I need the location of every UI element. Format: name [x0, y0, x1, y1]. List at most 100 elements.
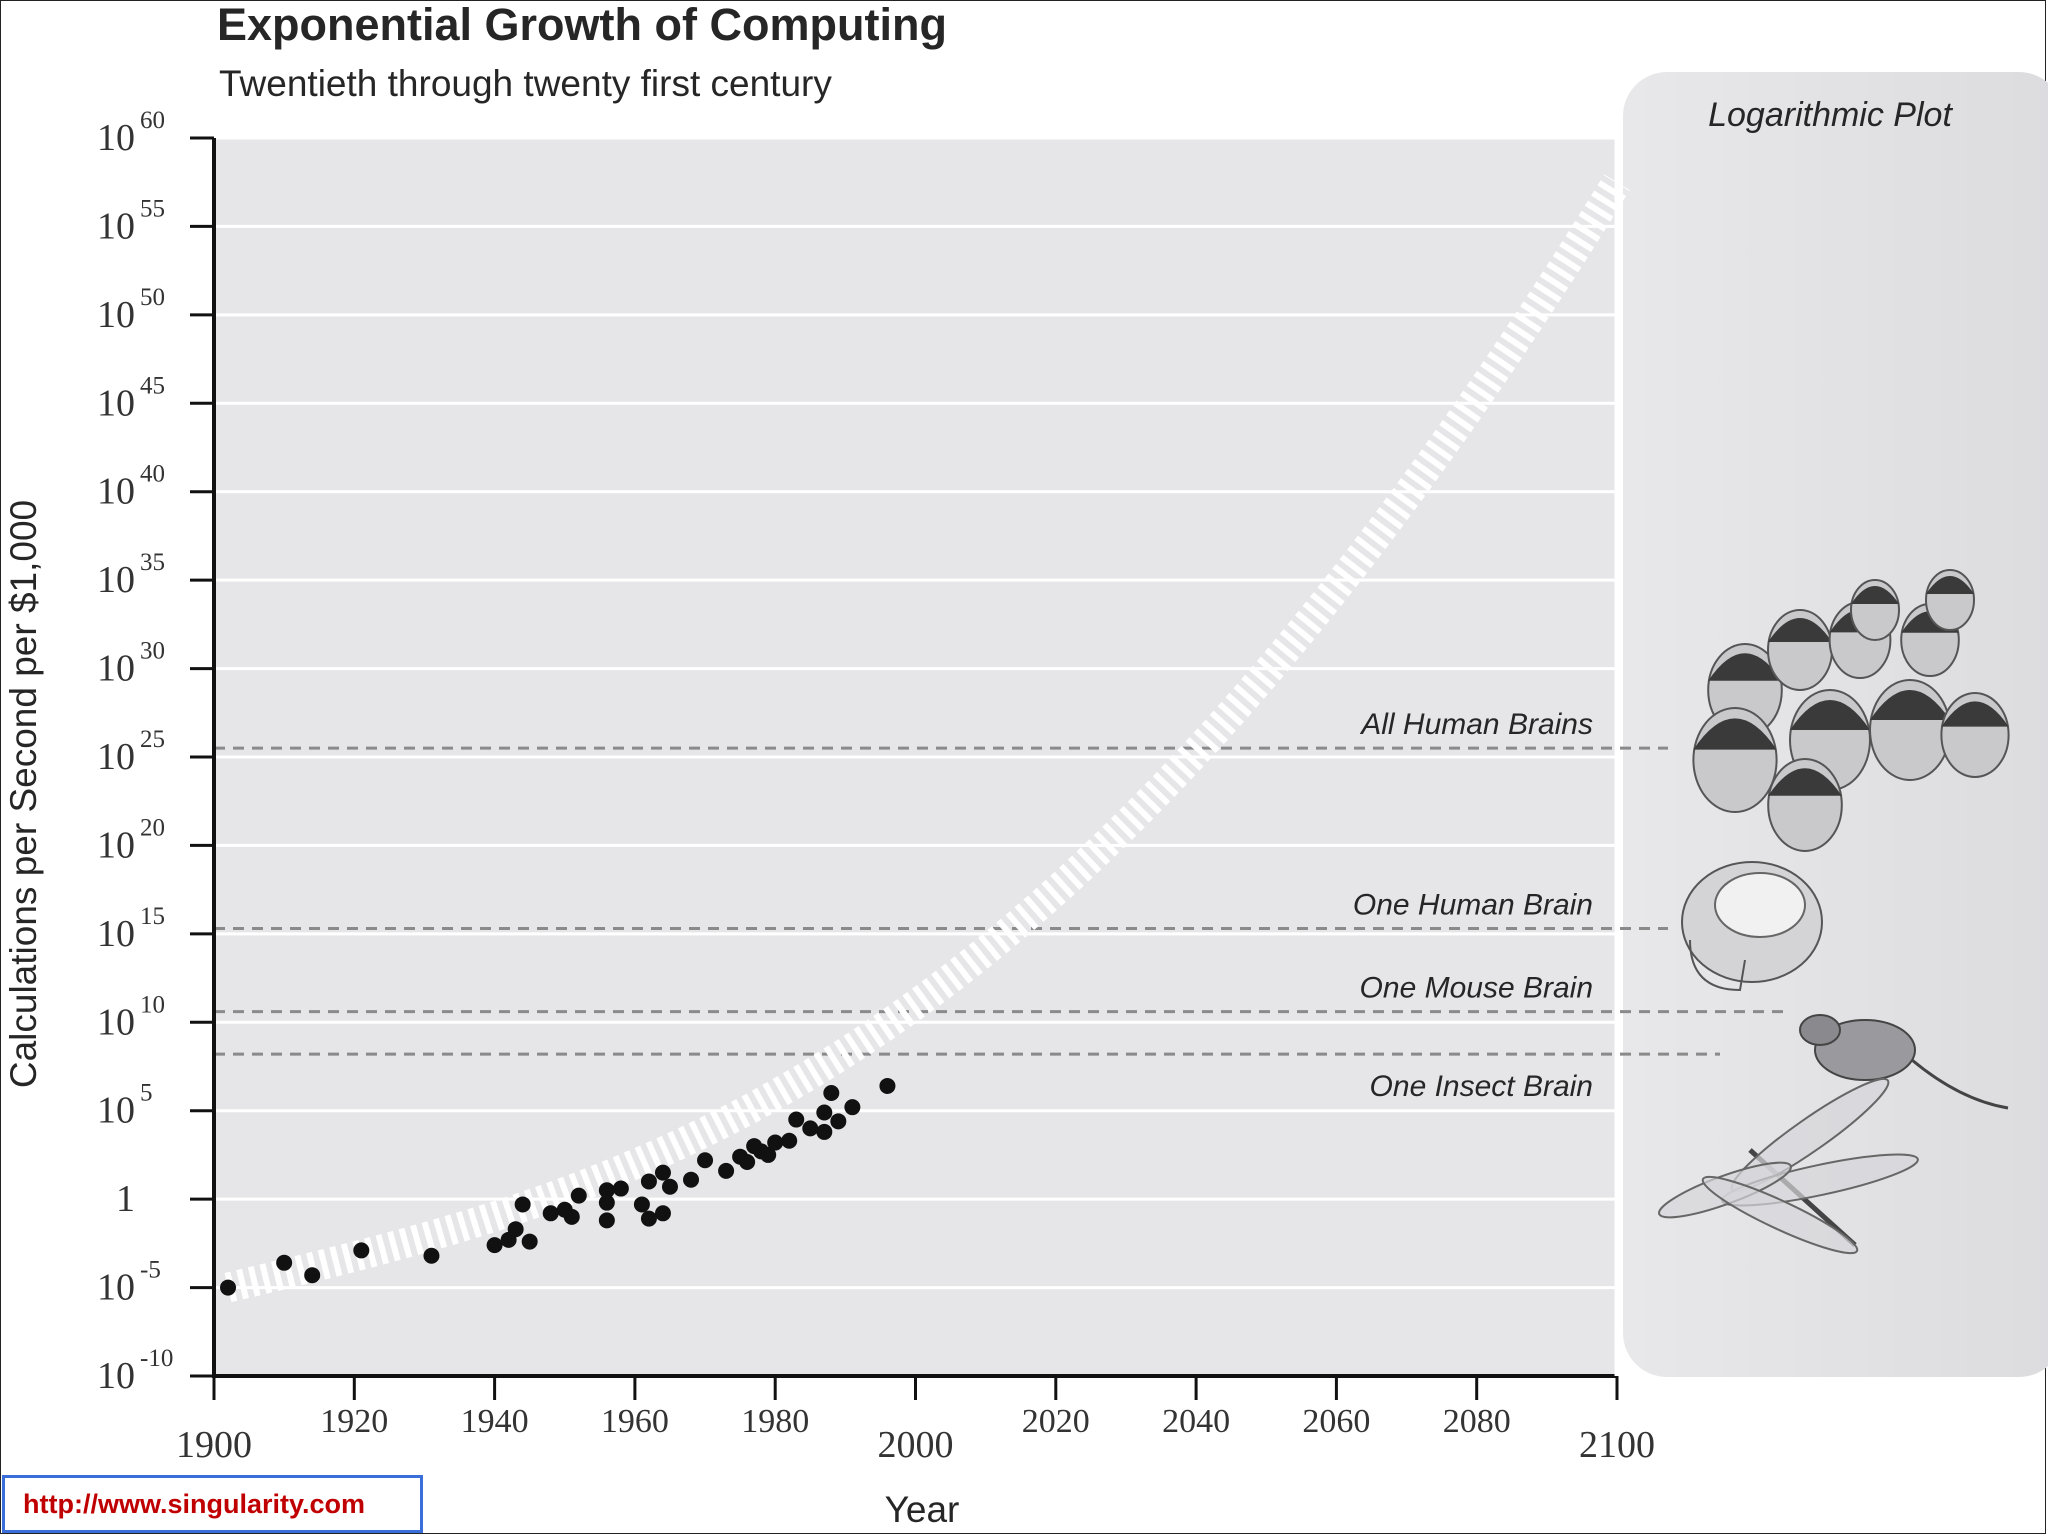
data-point	[830, 1113, 847, 1130]
reference-line-label: All Human Brains	[1359, 708, 1593, 741]
data-point	[514, 1196, 531, 1213]
y-tick-label: 10	[97, 382, 135, 424]
y-tick-label: 10	[97, 913, 135, 955]
hair-icon	[1790, 700, 1870, 730]
y-tick-label-exponent: 10	[140, 991, 165, 1018]
data-point	[718, 1162, 735, 1179]
data-point	[654, 1205, 671, 1222]
data-point	[640, 1210, 657, 1227]
data-point	[816, 1104, 833, 1121]
data-point	[879, 1077, 896, 1094]
data-point	[598, 1212, 615, 1229]
y-tick-label: 10	[97, 471, 135, 513]
y-tick-label-exponent: 50	[140, 284, 165, 311]
data-point	[739, 1154, 756, 1171]
y-tick-label-exponent: 30	[140, 638, 165, 665]
y-tick-label-exponent: 15	[140, 903, 165, 930]
y-tick-label: 1	[116, 1178, 135, 1220]
y-tick-label: 10	[97, 117, 135, 159]
brain-icon	[1714, 872, 1806, 938]
data-point	[633, 1196, 650, 1213]
y-tick-label: 10	[97, 736, 135, 778]
mouse-head	[1799, 1014, 1841, 1046]
hair-icon	[1693, 718, 1777, 750]
data-point	[304, 1267, 321, 1284]
y-tick-label: 10	[97, 1090, 135, 1132]
data-point	[612, 1180, 629, 1197]
data-point	[542, 1205, 559, 1222]
y-tick-label: 10	[97, 294, 135, 336]
y-tick-label-exponent: 45	[140, 372, 165, 399]
inset-label: Logarithmic Plot	[1708, 96, 1953, 134]
trend-band	[224, 174, 1630, 1303]
x-tick-label: 2020	[1022, 1403, 1090, 1440]
data-point	[767, 1134, 784, 1151]
x-tick-label: 1960	[601, 1403, 669, 1440]
y-tick-label: 10	[97, 648, 135, 690]
y-tick-label-exponent: 60	[140, 107, 165, 134]
x-tick-label: 2080	[1443, 1403, 1511, 1440]
y-tick-label-exponent: 35	[140, 549, 165, 576]
x-axis-label: Year	[885, 1489, 960, 1530]
hair-icon	[1870, 690, 1950, 720]
chart-title: Exponential Growth of Computing	[217, 0, 947, 50]
y-tick-label: 10	[97, 1001, 135, 1043]
data-point	[788, 1111, 805, 1128]
y-tick-label: 10	[97, 559, 135, 601]
data-point	[423, 1247, 440, 1264]
data-point	[640, 1173, 657, 1190]
hair-icon	[1926, 576, 1974, 594]
data-point	[276, 1254, 293, 1271]
brain-head-outline	[1689, 939, 1746, 992]
hair-icon	[1708, 653, 1782, 681]
hair-icon	[1851, 586, 1899, 604]
source-link[interactable]: http://www.singularity.com	[2, 1475, 423, 1533]
data-point	[816, 1123, 833, 1140]
data-point	[654, 1164, 671, 1181]
data-point	[844, 1099, 861, 1116]
data-point	[823, 1085, 840, 1102]
data-point	[486, 1237, 503, 1254]
data-point	[598, 1182, 615, 1199]
data-point	[507, 1221, 524, 1238]
hair-icon	[1768, 618, 1832, 642]
data-point	[697, 1152, 714, 1169]
y-tick-label-exponent: 40	[140, 461, 165, 488]
source-link-text[interactable]: http://www.singularity.com	[23, 1488, 366, 1519]
y-tick-label: 10	[97, 205, 135, 247]
x-tick-label: 1940	[461, 1403, 529, 1440]
reference-line-label: One Mouse Brain	[1360, 972, 1593, 1005]
x-tick-label: 1900	[176, 1424, 252, 1466]
x-tick-label: 2100	[1579, 1424, 1655, 1466]
x-tick-label: 2000	[878, 1424, 954, 1466]
mouse-tail	[1911, 1058, 2009, 1110]
y-tick-label-exponent: -10	[140, 1345, 173, 1372]
y-tick-label: 10	[97, 1355, 135, 1397]
data-point	[661, 1178, 678, 1195]
y-tick-label: 10	[97, 1267, 135, 1309]
reference-line-label: One Human Brain	[1353, 889, 1593, 922]
dragonfly-wing	[1701, 1175, 1859, 1255]
x-tick-label: 2060	[1302, 1403, 1370, 1440]
y-tick-label: 10	[97, 824, 135, 866]
y-tick-label-exponent: 20	[140, 814, 165, 841]
y-tick-label-exponent: 5	[140, 1080, 153, 1107]
data-point	[563, 1208, 580, 1225]
y-tick-label-exponent: 25	[140, 726, 165, 753]
x-tick-label: 1920	[320, 1403, 388, 1440]
y-tick-label-exponent: 55	[140, 195, 165, 222]
data-point	[570, 1187, 587, 1204]
hair-icon	[1941, 701, 2009, 727]
chart-subtitle: Twentieth through twenty first century	[219, 63, 832, 104]
x-tick-label: 2040	[1162, 1403, 1230, 1440]
hair-icon	[1768, 768, 1842, 796]
x-tick-label: 1980	[741, 1403, 809, 1440]
data-point	[760, 1146, 777, 1163]
data-point	[353, 1242, 370, 1259]
data-point	[598, 1194, 615, 1211]
y-axis-label: Calculations per Second per $1,000	[3, 500, 44, 1088]
y-tick-label-exponent: -5	[140, 1257, 161, 1284]
data-point	[781, 1132, 798, 1149]
data-point	[220, 1279, 237, 1296]
